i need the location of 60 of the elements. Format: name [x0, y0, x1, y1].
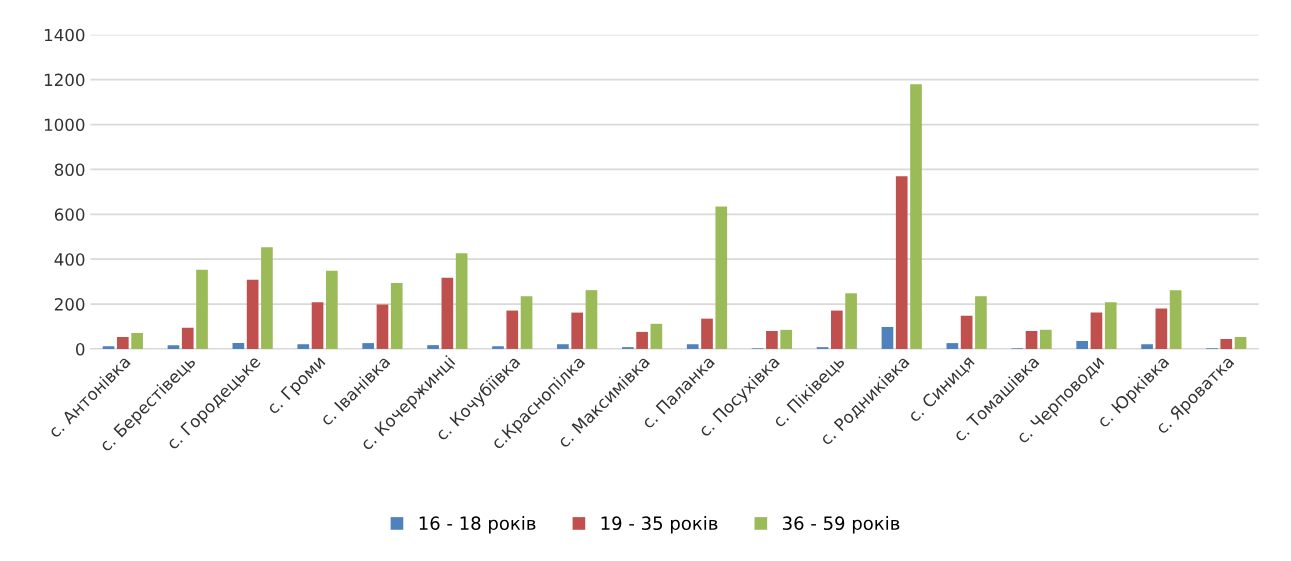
y-tick-label: 400	[54, 253, 85, 266]
bar	[455, 253, 468, 349]
y-tick-label: 1400	[44, 28, 85, 42]
bar	[1220, 339, 1233, 349]
bar	[325, 270, 338, 349]
bar	[520, 296, 533, 349]
bar	[636, 331, 648, 349]
bar	[1141, 344, 1153, 349]
bar	[960, 315, 973, 349]
bar	[975, 296, 987, 349]
bar	[376, 304, 389, 349]
legend-label: 16 - 18 років	[419, 516, 536, 534]
bar	[390, 282, 403, 349]
y-tick-label: 200	[54, 298, 85, 311]
bar	[946, 343, 959, 349]
bar	[167, 345, 180, 349]
legend-label: 36 - 59 років	[782, 516, 900, 534]
bar	[297, 344, 310, 349]
bar	[910, 84, 922, 349]
bar	[585, 290, 598, 349]
bar	[571, 312, 584, 349]
bar	[196, 269, 208, 349]
bar	[1090, 312, 1103, 349]
bar	[506, 310, 519, 349]
bar	[1169, 290, 1182, 349]
bar	[116, 337, 129, 349]
bar	[1025, 330, 1038, 349]
bar	[881, 326, 894, 349]
bar	[1155, 308, 1168, 349]
bar	[766, 330, 778, 349]
y-tick-label: 600	[54, 208, 85, 221]
bar	[895, 176, 908, 349]
bar	[181, 327, 194, 349]
bar	[1076, 341, 1089, 349]
y-tick-label: 0	[76, 342, 85, 356]
y-tick-label: 800	[54, 163, 85, 176]
bar	[686, 344, 699, 349]
bar	[830, 310, 843, 349]
bar	[131, 333, 143, 349]
bar	[715, 206, 728, 349]
bar	[701, 318, 713, 349]
bar	[232, 343, 245, 349]
bar	[557, 344, 569, 349]
bar	[246, 279, 259, 349]
bar	[102, 346, 115, 349]
bar	[780, 329, 793, 349]
bar	[427, 345, 439, 349]
bar	[1104, 302, 1117, 349]
bar	[1234, 337, 1247, 349]
bar	[441, 277, 454, 349]
bar	[845, 293, 857, 349]
bar	[650, 323, 663, 349]
y-tick-label: 1200	[44, 73, 85, 87]
y-tick-label: 1000	[44, 118, 85, 132]
bar	[261, 247, 273, 349]
legend-label: 19 - 35 років	[601, 516, 718, 534]
bar	[362, 343, 375, 349]
bar	[492, 346, 504, 349]
bar	[1039, 329, 1052, 349]
bar	[311, 302, 324, 349]
